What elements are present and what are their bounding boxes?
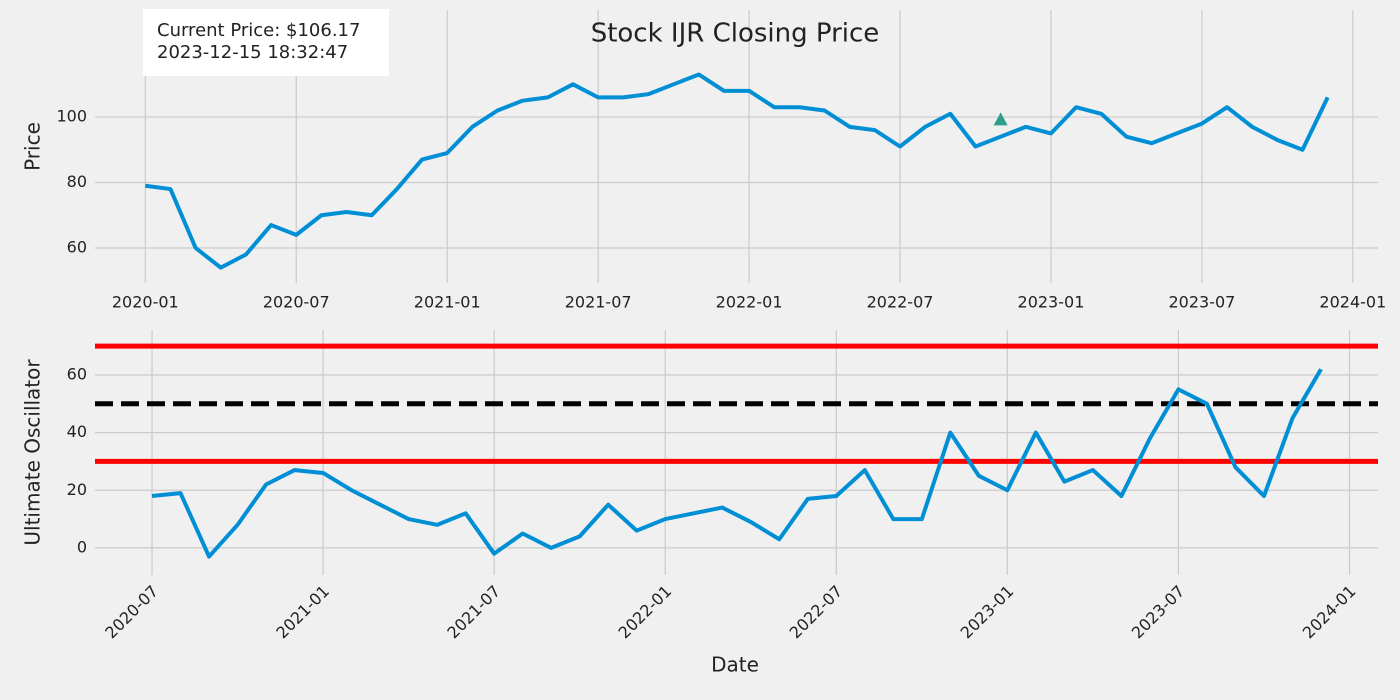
price-line [151, 368, 1323, 559]
annotation-text: 2023-12-15 18:32:47 [157, 42, 348, 63]
x-tick-label: 2023-07 [1168, 293, 1235, 312]
y-axis-label: Ultimate Oscillator [21, 359, 45, 546]
x-tick-label: 2021-01 [414, 293, 481, 312]
x-axis-label: Date [711, 653, 759, 677]
x-tick-label: 2022-07 [786, 582, 847, 643]
annotation-text: Current Price: $106.17 [157, 20, 360, 41]
y-tick-label: 60 [67, 237, 87, 256]
x-tick-label: 2022-01 [615, 582, 676, 643]
x-tick-label: 2023-01 [1018, 293, 1085, 312]
x-tick-label: 2021-01 [272, 582, 333, 643]
x-tick-label: 2024-01 [1319, 293, 1386, 312]
x-tick-label: 2023-01 [957, 582, 1018, 643]
x-tick-label: 2024-01 [1299, 582, 1360, 643]
signal-marker [993, 112, 1008, 126]
price-line [145, 72, 1330, 270]
y-tick-label: 60 [67, 364, 87, 383]
x-tick-label: 2020-01 [112, 293, 179, 312]
x-tick-label: 2022-07 [867, 293, 934, 312]
y-tick-label: 0 [77, 537, 87, 556]
x-tick-label: 2023-07 [1128, 582, 1189, 643]
x-tick-label: 2021-07 [565, 293, 632, 312]
x-tick-label: 2021-07 [443, 582, 504, 643]
y-tick-label: 100 [56, 107, 87, 126]
annotation-box [143, 9, 389, 76]
y-tick-label: 80 [67, 172, 87, 191]
x-tick-label: 2020-07 [263, 293, 330, 312]
x-tick-label: 2020-07 [101, 582, 162, 643]
y-axis-label: Price [21, 122, 45, 171]
y-tick-label: 20 [67, 480, 87, 499]
y-tick-label: 40 [67, 422, 87, 441]
x-tick-label: 2022-01 [716, 293, 783, 312]
chart-title: Stock IJR Closing Price [591, 19, 880, 49]
